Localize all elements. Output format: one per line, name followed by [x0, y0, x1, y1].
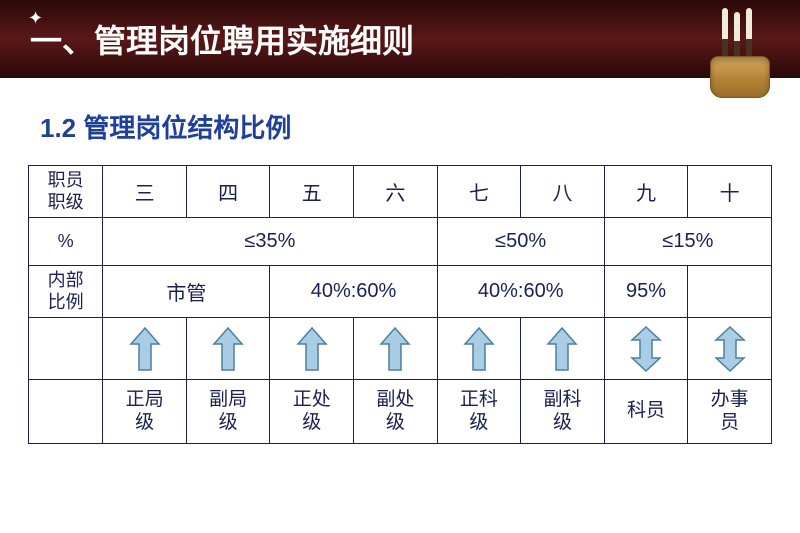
rank-cell-5: 八	[521, 166, 605, 218]
percent-group-1: ≤50%	[437, 218, 604, 266]
rank-cell-7: 十	[688, 166, 772, 218]
internal-row-label: 内部比例	[29, 266, 103, 318]
internal-row: 内部比例市管40%:60%40%:60%95%	[29, 266, 772, 318]
brush-pot-decoration	[700, 8, 780, 98]
arrow-cell-2	[270, 318, 354, 380]
position-cell-2: 正处级	[270, 380, 354, 444]
position-cell-5: 副科级	[521, 380, 605, 444]
percent-row: %≤35%≤50%≤15%	[29, 218, 772, 266]
position-cell-6: 科员	[604, 380, 688, 444]
arrow-cell-0	[103, 318, 187, 380]
percent-row-label: %	[29, 218, 103, 266]
star-decoration: ✦	[28, 8, 43, 29]
internal-group-1: 40%:60%	[270, 266, 437, 318]
rank-cell-3: 六	[354, 166, 438, 218]
section-subtitle: 1.2 管理岗位结构比例	[40, 108, 800, 145]
rank-cell-6: 九	[604, 166, 688, 218]
position-row: 正局级副局级正处级副处级正科级副科级科员办事员	[29, 380, 772, 444]
internal-group-4	[688, 266, 772, 318]
internal-group-0: 市管	[103, 266, 270, 318]
position-cell-1: 副局级	[186, 380, 270, 444]
percent-group-0: ≤35%	[103, 218, 437, 266]
position-cell-3: 副处级	[354, 380, 438, 444]
arrow-cell-1	[186, 318, 270, 380]
percent-group-2: ≤15%	[604, 218, 771, 266]
header-title: 一、管理岗位聘用实施细则	[30, 16, 414, 62]
rank-cell-1: 四	[186, 166, 270, 218]
arrow-cell-3	[354, 318, 438, 380]
arrow-cell-5	[521, 318, 605, 380]
position-cell-7: 办事员	[688, 380, 772, 444]
arrow-cell-7	[688, 318, 772, 380]
ratio-table: 职员职级三四五六七八九十%≤35%≤50%≤15%内部比例市管40%:60%40…	[28, 165, 772, 444]
arrow-row	[29, 318, 772, 380]
position-cell-4: 正科级	[437, 380, 521, 444]
rank-cell-4: 七	[437, 166, 521, 218]
arrow-cell-4	[437, 318, 521, 380]
arrow-cell-6	[604, 318, 688, 380]
position-row-label	[29, 380, 103, 444]
rank-row: 职员职级三四五六七八九十	[29, 166, 772, 218]
rank-row-label: 职员职级	[29, 166, 103, 218]
position-cell-0: 正局级	[103, 380, 187, 444]
arrow-row-label	[29, 318, 103, 380]
slide-header: ✦ 一、管理岗位聘用实施细则	[0, 0, 800, 78]
internal-group-3: 95%	[604, 266, 688, 318]
table-container: 职员职级三四五六七八九十%≤35%≤50%≤15%内部比例市管40%:60%40…	[0, 165, 800, 444]
rank-cell-2: 五	[270, 166, 354, 218]
rank-cell-0: 三	[103, 166, 187, 218]
internal-group-2: 40%:60%	[437, 266, 604, 318]
